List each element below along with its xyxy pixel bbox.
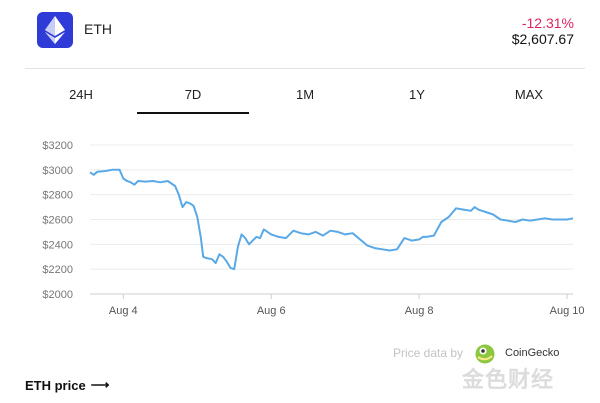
tab-1y[interactable]: 1Y bbox=[409, 87, 425, 102]
y-tick-label: $2600 bbox=[42, 215, 73, 227]
y-tick-label: $2800 bbox=[42, 190, 73, 202]
y-tick-label: $3200 bbox=[42, 140, 73, 152]
coingecko-logo-icon[interactable] bbox=[475, 344, 495, 364]
tab-7d[interactable]: 7D bbox=[137, 69, 249, 114]
tab-1m[interactable]: 1M bbox=[295, 87, 315, 102]
price-source-provider[interactable]: CoinGecko bbox=[505, 347, 560, 359]
time-range-tabs: 24H 7D 1M 1Y MAX bbox=[25, 69, 585, 114]
y-tick-label: $2400 bbox=[42, 239, 73, 251]
x-tick-label: Aug 10 bbox=[550, 305, 585, 317]
current-price: $2,607.67 bbox=[511, 31, 574, 47]
x-tick-label: Aug 8 bbox=[405, 305, 434, 317]
x-tick-label: Aug 4 bbox=[109, 305, 138, 317]
arrow-right-icon: ⟶ bbox=[90, 377, 110, 392]
watermark: 金色财经 bbox=[462, 367, 555, 392]
header-divider bbox=[25, 68, 585, 69]
ethereum-icon bbox=[37, 12, 73, 48]
tab-max[interactable]: MAX bbox=[514, 87, 544, 102]
coin-header: ETH -12.31% $2,607.67 bbox=[0, 0, 600, 68]
price-change: -12.31% bbox=[521, 15, 574, 31]
price-series-line bbox=[89, 168, 574, 271]
price-chart: $2000 $2200 $2400 $2600 $2800 $3000 $3200 Aug 4… bbox=[42, 140, 585, 317]
y-tick-label: $2200 bbox=[42, 264, 73, 276]
y-tick-label: $3000 bbox=[42, 165, 73, 177]
eth-price-link[interactable]: ETH price ⟶ bbox=[25, 377, 109, 393]
price-source-label: Price data by bbox=[393, 346, 464, 360]
x-tick-label: Aug 6 bbox=[257, 305, 286, 317]
eth-price-link-label: ETH price bbox=[25, 377, 86, 393]
tab-24h[interactable]: 24H bbox=[69, 87, 93, 102]
y-tick-label: $2000 bbox=[42, 289, 73, 301]
coin-symbol: ETH bbox=[84, 21, 112, 37]
